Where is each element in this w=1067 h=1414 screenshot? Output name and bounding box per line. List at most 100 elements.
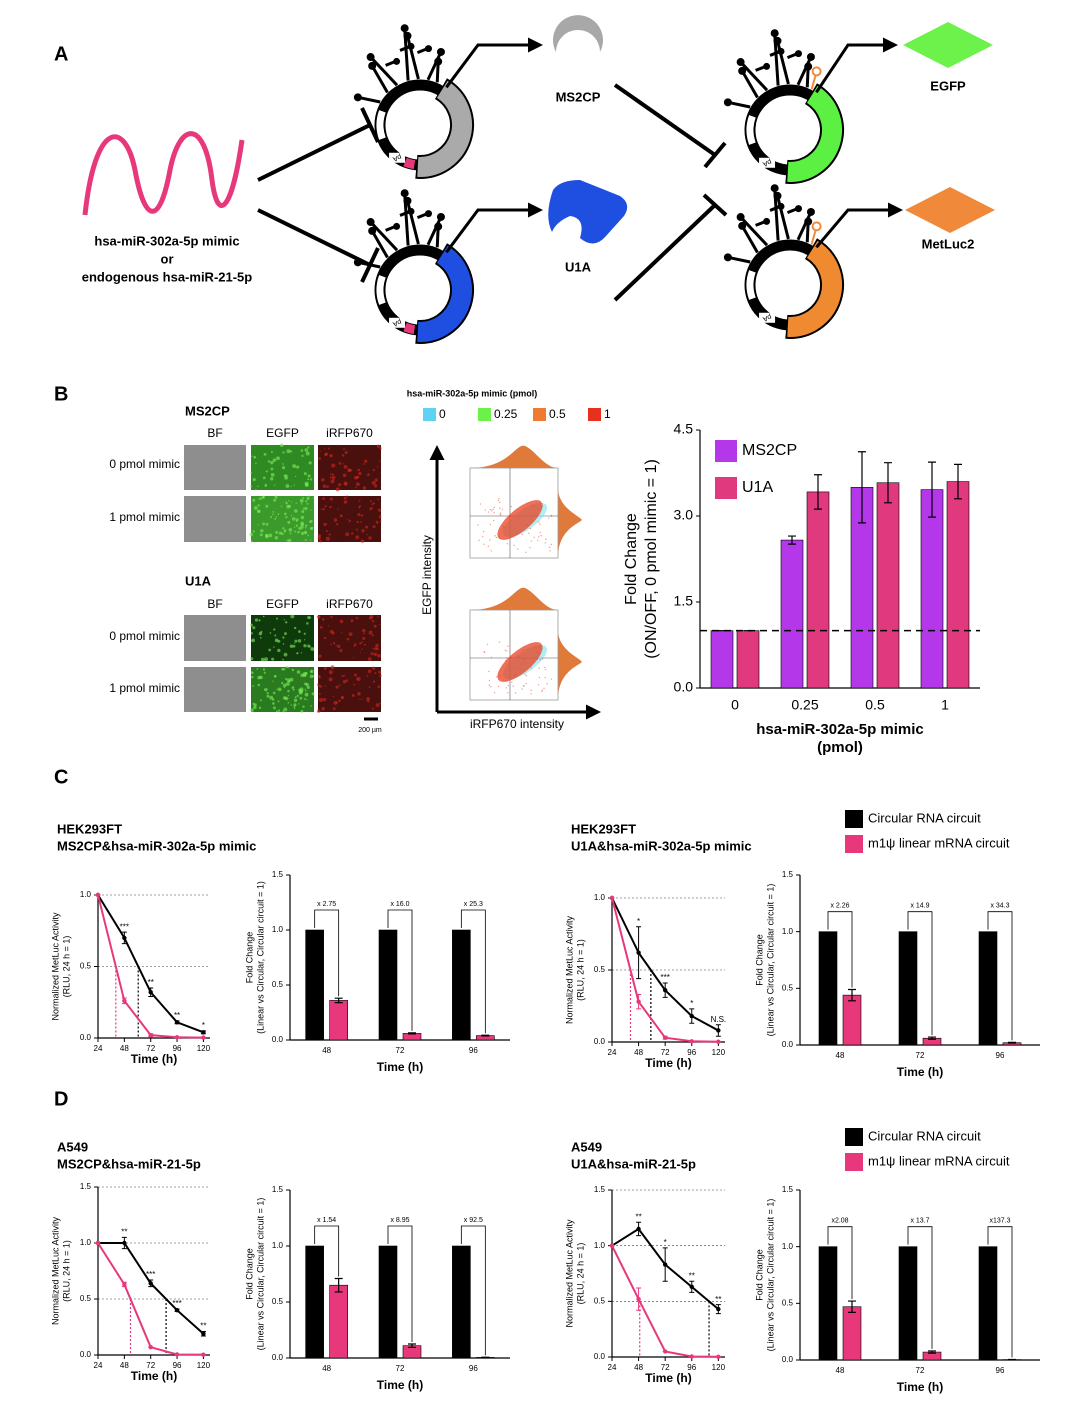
loop	[794, 50, 802, 58]
bracket-label: x 1.54	[317, 1217, 336, 1224]
x-tick-label: 1	[941, 697, 949, 713]
x-tick-label: 24	[94, 1044, 103, 1053]
speckle	[282, 636, 285, 639]
speckle	[371, 634, 374, 637]
speckle	[289, 450, 293, 453]
cell	[507, 645, 509, 647]
bar	[710, 630, 734, 689]
chart-title: A549	[571, 1139, 602, 1154]
x-tick-label: 48	[836, 1051, 845, 1060]
speckle	[282, 683, 287, 688]
speckle	[249, 532, 253, 537]
speckle	[335, 644, 338, 647]
speckle	[330, 665, 335, 670]
mirna-wave	[82, 131, 245, 216]
speckle	[307, 474, 311, 478]
speckle	[352, 656, 355, 659]
cell	[532, 504, 534, 507]
speckle	[303, 632, 306, 635]
cell	[506, 543, 509, 545]
y-tick-label: 0.5	[80, 1294, 92, 1303]
speckle	[281, 681, 284, 685]
chart-title: U1A&hsa-miR-302a-5p mimic	[571, 838, 752, 853]
speckle	[375, 703, 380, 707]
chart-title: HEK293FT	[571, 821, 636, 836]
significance-label: *	[637, 917, 640, 926]
speckle	[279, 443, 284, 448]
bar	[818, 931, 838, 1046]
speckle	[300, 652, 303, 654]
gene	[417, 80, 472, 177]
y-axis-label: (Linear vs Circular, Circular circuit = …	[765, 884, 775, 1037]
speckle	[287, 520, 291, 524]
speckle	[283, 652, 288, 657]
point	[201, 1352, 206, 1357]
y-tick-label: 1.0	[80, 890, 92, 899]
gene	[787, 85, 842, 182]
error-bar	[788, 535, 796, 545]
loop	[806, 207, 815, 216]
cell	[512, 685, 514, 687]
speckle	[338, 483, 342, 487]
chart-title: U1A&hsa-miR-21-5p	[571, 1156, 696, 1171]
speckle	[275, 617, 278, 620]
flow-legend-swatch	[423, 408, 436, 421]
y-tick-label: 4.5	[674, 421, 694, 437]
cell	[501, 508, 504, 511]
speckle	[375, 643, 379, 648]
speckle	[329, 497, 333, 501]
speckle	[294, 530, 297, 533]
speckle	[310, 509, 312, 511]
speckle	[300, 503, 303, 505]
y-axis-label: Normalized MetLuc Activity	[50, 912, 60, 1021]
speckle	[304, 481, 309, 486]
bar	[842, 1306, 862, 1361]
point	[689, 1354, 694, 1359]
speckle	[287, 694, 290, 697]
cell	[488, 684, 491, 686]
speckle	[359, 651, 361, 653]
pa-label: pA	[391, 318, 402, 328]
speckle	[306, 699, 308, 701]
cell	[529, 546, 531, 549]
speckle	[323, 667, 327, 670]
speckle	[329, 476, 332, 479]
speckle	[305, 500, 308, 503]
point	[689, 1013, 694, 1019]
speckle	[304, 506, 308, 511]
speckle	[282, 710, 285, 713]
histogram-right	[558, 488, 582, 558]
speckle	[273, 628, 276, 631]
point	[662, 1349, 668, 1354]
target-site	[403, 157, 416, 170]
speckle	[359, 642, 362, 645]
cell	[488, 670, 490, 673]
cell	[537, 536, 540, 538]
speckle	[283, 530, 286, 533]
bracket-label: x 2.75	[317, 901, 336, 908]
speckle	[318, 457, 321, 460]
loop	[434, 57, 443, 66]
y-tick-label: 1.0	[782, 927, 794, 936]
speckle	[304, 697, 307, 700]
speckle	[359, 698, 361, 701]
speckle	[267, 460, 271, 463]
protein-label: U1A	[565, 259, 592, 274]
loop	[804, 217, 813, 226]
micrograph	[318, 615, 381, 661]
speckle	[306, 685, 310, 689]
speckle	[258, 619, 261, 622]
speckle	[335, 487, 340, 492]
speckle	[303, 472, 307, 476]
x-axis-label: Time (h)	[377, 1060, 423, 1074]
speckle	[277, 687, 282, 692]
cell	[494, 535, 496, 537]
speckle	[373, 652, 378, 656]
speckle	[316, 683, 320, 686]
speckle	[331, 473, 335, 476]
cell	[523, 685, 525, 688]
cell	[530, 689, 532, 692]
speckle	[348, 519, 351, 523]
y-tick-label: 0.5	[594, 1296, 606, 1305]
speckle	[302, 705, 305, 708]
